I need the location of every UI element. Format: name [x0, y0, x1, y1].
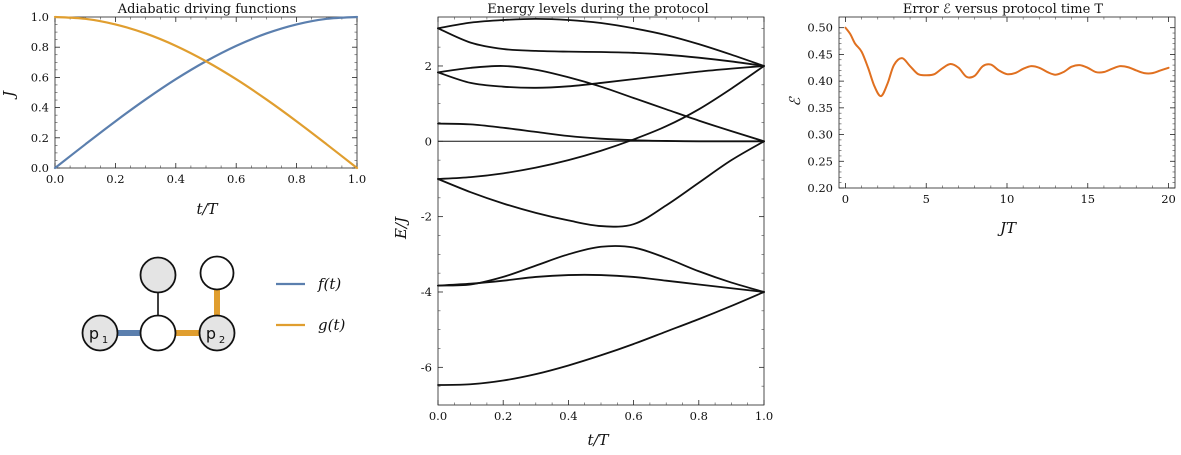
series-line-8 — [437, 273, 765, 293]
y-tick-label: -6 — [421, 360, 432, 374]
energy-levels-panel: Energy levels during the protocol 0.0 0.2… — [392, 2, 773, 449]
x-tick-label: 0.6 — [227, 172, 245, 186]
x-tick-label: 0.4 — [559, 409, 577, 423]
series-line-1 — [53, 15, 359, 170]
y-tick-label: -4 — [421, 285, 432, 299]
y-tick-label: 0.4 — [31, 101, 49, 115]
chart3-xlabel: JT — [997, 219, 1017, 237]
y-tick-label: 0.8 — [31, 40, 49, 54]
node-p1-label: p — [89, 324, 99, 343]
chart1-ylabel: J — [0, 90, 18, 100]
chart2-ylabel: E/J — [392, 216, 410, 240]
chain-diagram: p 1 p 2 — [81, 255, 236, 352]
series-line-1 — [437, 27, 765, 67]
y-tick-label: 1.0 — [31, 10, 49, 24]
node-p1 — [81, 314, 119, 352]
series-line-5 — [437, 65, 765, 180]
error-panel: Error ℰ versus protocol time T 0 5 10 15 20 0… — [786, 2, 1176, 237]
legend-g-label: g(t) — [318, 316, 345, 334]
y-tick-label: 0.35 — [807, 101, 833, 115]
x-tick-label: 1.0 — [348, 172, 366, 186]
y-tick-label: 0.0 — [31, 161, 49, 175]
series-line-0 — [53, 15, 359, 170]
chart2-title: Energy levels during the protocol — [487, 2, 708, 17]
x-tick-label: 0.0 — [46, 172, 64, 186]
y-tick-label: 0.25 — [807, 154, 833, 168]
y-tick-label: 0.20 — [807, 181, 833, 195]
y-tick-label: 0.30 — [807, 128, 833, 142]
x-tick-label: 0 — [842, 192, 849, 206]
series-line-2 — [437, 65, 765, 143]
y-tick-label: 0.50 — [807, 21, 833, 35]
chart2-xlabel: t/T — [587, 431, 609, 449]
driving-functions-panel: Adiabatic driving functions 0.0 0.2 0.4 0.6… — [0, 2, 366, 218]
node-p2-sub: 2 — [219, 335, 225, 346]
chart3-ylabel: ℰ — [786, 96, 804, 107]
y-tick-label: 0 — [425, 134, 432, 148]
node-top-white — [199, 255, 235, 291]
y-tick-label: 0.2 — [31, 131, 49, 145]
chart1-xlabel: t/T — [196, 200, 218, 218]
chart1-title: Adiabatic driving functions — [117, 2, 297, 17]
series-line-3 — [437, 65, 765, 89]
legend-f-label: f(t) — [317, 275, 341, 293]
series-line-6 — [437, 140, 765, 228]
legend: f(t) g(t) — [276, 275, 345, 334]
chart2-frame — [437, 16, 765, 406]
chart3-title: Error ℰ versus protocol time T — [903, 2, 1104, 17]
x-tick-label: 0.2 — [106, 172, 124, 186]
x-tick-label: 10 — [1000, 192, 1015, 206]
x-tick-label: 15 — [1080, 192, 1095, 206]
y-tick-label: 0.6 — [31, 70, 49, 84]
x-tick-label: 0.6 — [624, 409, 642, 423]
chart3-frame — [838, 16, 1176, 189]
y-tick-label: 2 — [425, 59, 432, 73]
x-tick-label: 0.8 — [287, 172, 305, 186]
x-tick-label: 0.8 — [690, 409, 708, 423]
series-line-0 — [844, 26, 1170, 98]
series-line-0 — [437, 17, 765, 67]
y-tick-label: 0.40 — [807, 74, 833, 88]
x-tick-label: 0.4 — [167, 172, 185, 186]
x-tick-label: 5 — [923, 192, 930, 206]
series-line-9 — [437, 291, 765, 386]
chart1-frame — [54, 16, 358, 169]
x-tick-label: 0.0 — [429, 409, 447, 423]
y-tick-label: 0.45 — [807, 47, 833, 61]
y-tick-label: -2 — [421, 210, 432, 224]
node-p2 — [198, 314, 236, 352]
x-tick-label: 0.2 — [494, 409, 512, 423]
node-center — [139, 314, 177, 352]
node-p2-label: p — [206, 324, 216, 343]
node-p1-sub: 1 — [102, 335, 108, 346]
x-tick-label: 1.0 — [755, 409, 773, 423]
series-line-7 — [437, 245, 765, 293]
x-tick-label: 20 — [1161, 192, 1176, 206]
series-line-4 — [437, 122, 765, 143]
node-top-gray — [139, 256, 177, 294]
